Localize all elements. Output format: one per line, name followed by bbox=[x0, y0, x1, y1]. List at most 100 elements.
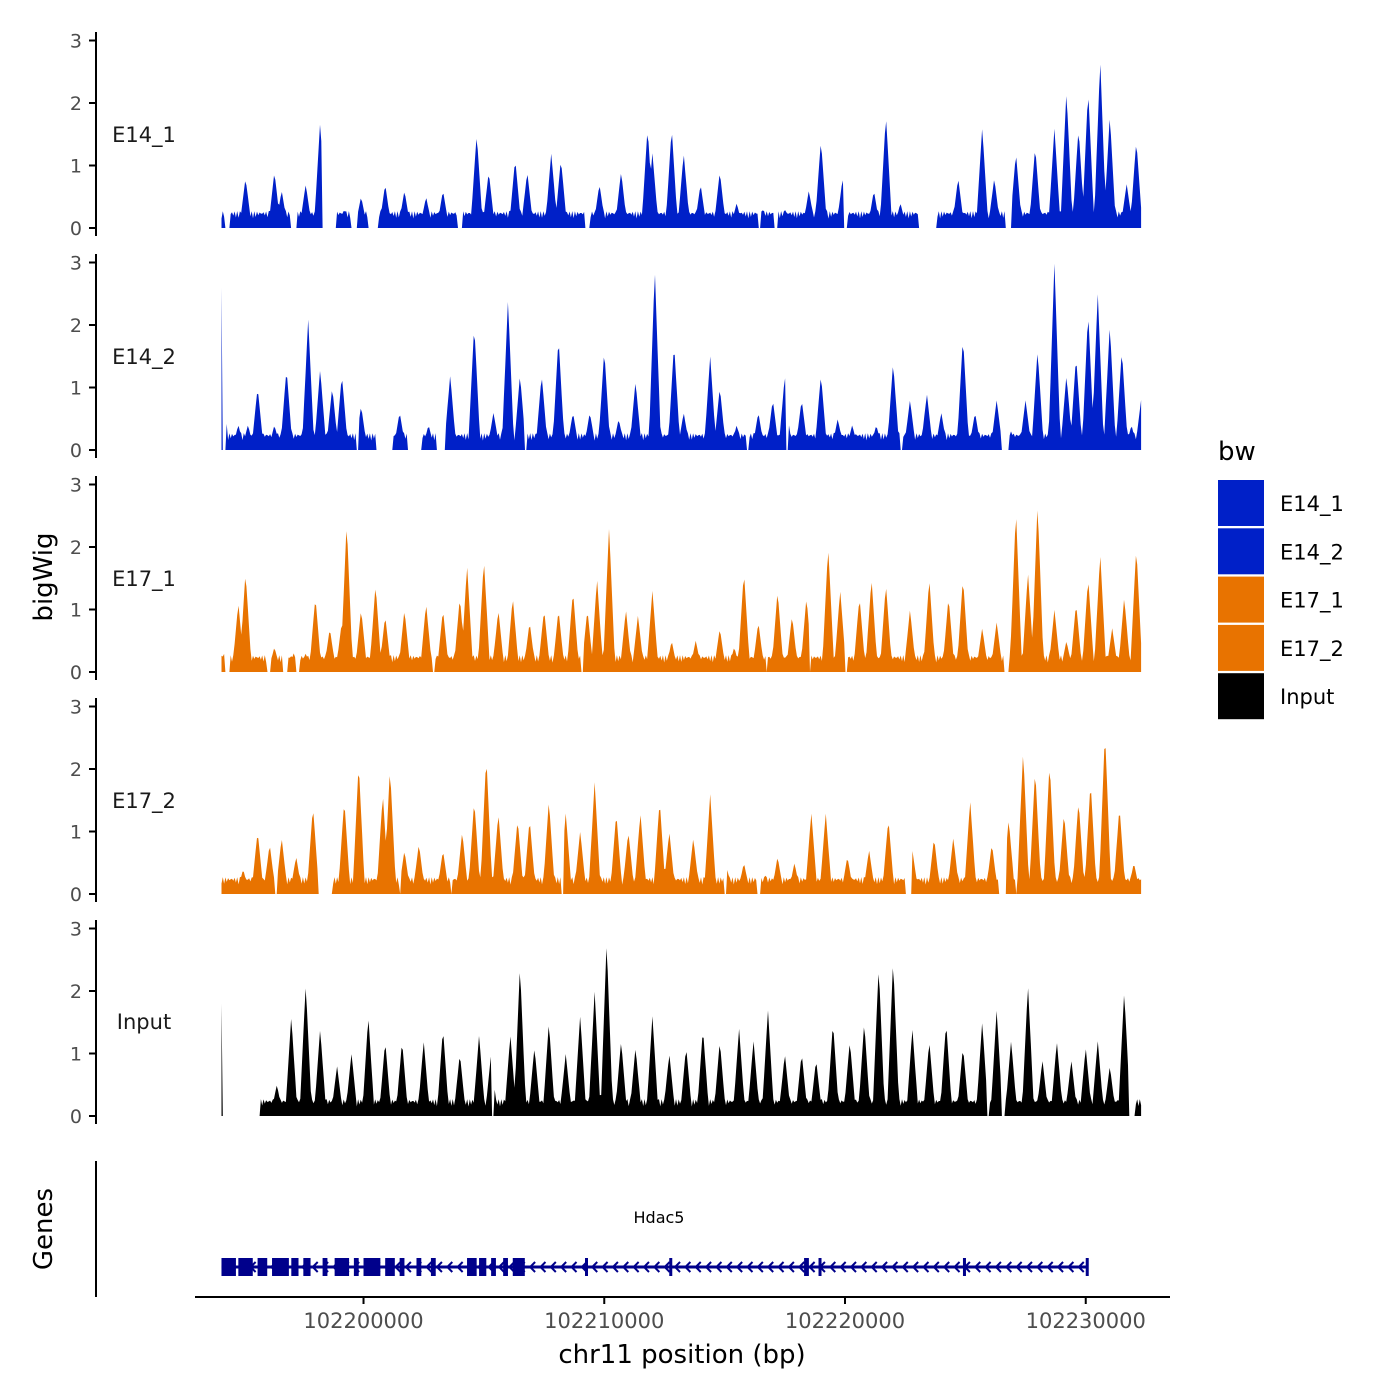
gene-strand-arrow bbox=[632, 1261, 640, 1273]
y-tick-label: 3 bbox=[70, 475, 82, 497]
legend-label-e17-1: E17_1 bbox=[1280, 589, 1344, 614]
y-tick-label: 1 bbox=[70, 1044, 82, 1066]
gene-strand-arrow bbox=[642, 1261, 650, 1273]
gene-strand-arrow bbox=[787, 1261, 795, 1273]
gene-exon bbox=[962, 1258, 966, 1276]
gene-strand-arrow bbox=[735, 1261, 743, 1273]
gene-strand-arrow bbox=[891, 1261, 899, 1273]
gene-strand-arrow bbox=[1056, 1261, 1064, 1273]
y-tick-label: 0 bbox=[70, 218, 82, 240]
series-e14-1 bbox=[221, 64, 1142, 228]
gene-strand-arrow bbox=[901, 1261, 909, 1273]
y-tick-label: 3 bbox=[70, 253, 82, 275]
y-tick-label: 2 bbox=[70, 93, 82, 115]
x-tick-label: 102200000 bbox=[303, 1309, 423, 1333]
x-tick-label: 102230000 bbox=[1026, 1309, 1146, 1333]
gene-exon bbox=[479, 1258, 487, 1276]
legend-key-e14-2 bbox=[1218, 528, 1264, 575]
gene-strand-arrow bbox=[922, 1261, 930, 1273]
x-tick-label: 102220000 bbox=[785, 1309, 905, 1333]
legend-key-e17-1 bbox=[1218, 576, 1264, 623]
gene-exon bbox=[385, 1258, 395, 1276]
y-tick-label: 1 bbox=[70, 156, 82, 178]
gene-exon bbox=[303, 1258, 311, 1276]
gene-strand-arrow bbox=[942, 1261, 950, 1273]
gene-exon bbox=[334, 1258, 350, 1276]
legend-label-e17-2: E17_2 bbox=[1280, 637, 1344, 662]
y-axis-e14-1: 0 1 2 3 bbox=[70, 31, 97, 240]
y-tick-label: 1 bbox=[70, 822, 82, 844]
gene-exon bbox=[221, 1258, 236, 1276]
track-panel-e14-1: 0 1 2 3 E14_1 bbox=[70, 31, 1142, 240]
gene-strand-arrow bbox=[507, 1261, 516, 1273]
gene-strand-arrow bbox=[746, 1261, 754, 1273]
legend-label-input: Input bbox=[1280, 685, 1334, 709]
gene-exon bbox=[257, 1258, 268, 1276]
gene-exon bbox=[238, 1258, 253, 1276]
gene-strand-arrow bbox=[1035, 1261, 1044, 1273]
gene-strand-arrow bbox=[673, 1261, 681, 1273]
gene-strand-arrow bbox=[570, 1261, 578, 1273]
gene-strand-arrow bbox=[1025, 1261, 1033, 1273]
gene-exon bbox=[272, 1258, 289, 1276]
series-input bbox=[221, 948, 1142, 1116]
gene-strand-arrow bbox=[870, 1261, 878, 1273]
gene-exon bbox=[430, 1258, 436, 1276]
track-panel-input: 0 1 2 3 Input bbox=[70, 919, 1142, 1128]
gene-strand-arrow bbox=[994, 1261, 1002, 1273]
y-tick-label: 0 bbox=[70, 440, 82, 462]
gene-strand-arrow bbox=[652, 1261, 661, 1273]
gene-strand-arrow bbox=[445, 1261, 454, 1273]
x-axis-title: chr11 position (bp) bbox=[558, 1340, 805, 1370]
gene-strand-arrow bbox=[766, 1261, 774, 1273]
gene-strand-arrow bbox=[663, 1261, 671, 1273]
gene-strand-arrow bbox=[694, 1261, 702, 1273]
gene-strand-arrow bbox=[704, 1261, 712, 1273]
gene-strand-arrow bbox=[425, 1261, 433, 1273]
gene-strand-arrow bbox=[611, 1261, 619, 1273]
gene-exon bbox=[322, 1258, 328, 1276]
y-tick-label: 0 bbox=[70, 884, 82, 906]
y-tick-label: 0 bbox=[70, 662, 82, 684]
gene-strand-arrow bbox=[849, 1261, 857, 1273]
x-axis: 102200000 102210000 102220000 102230000 chr… bbox=[195, 1296, 1170, 1370]
track-label-e14-2: E14_2 bbox=[112, 345, 176, 370]
gene-strand-arrow bbox=[1077, 1261, 1085, 1273]
gene-strand-arrow bbox=[621, 1261, 629, 1273]
y-tick-label: 2 bbox=[70, 537, 82, 559]
y-axis-e17-2: 0 1 2 3 bbox=[70, 697, 97, 906]
y-tick-label: 2 bbox=[70, 315, 82, 337]
gene-strand-arrow bbox=[1046, 1261, 1054, 1273]
y-tick-label: 1 bbox=[70, 600, 82, 622]
gene-strand-arrow bbox=[528, 1261, 536, 1273]
gene-strand-arrow bbox=[435, 1261, 443, 1273]
gene-exon bbox=[291, 1258, 299, 1276]
y-tick-label: 1 bbox=[70, 378, 82, 400]
gene-exon bbox=[512, 1258, 525, 1276]
gene-strand-arrow bbox=[539, 1261, 547, 1273]
signal-area-e17-1 bbox=[221, 510, 1142, 672]
gene-strand-arrow bbox=[1066, 1261, 1075, 1273]
legend: bw E14_1 E14_2 E17_1 E17_2 Input bbox=[1218, 437, 1344, 720]
gene-strand-arrow bbox=[984, 1261, 992, 1273]
legend-key-input bbox=[1218, 673, 1264, 720]
y-axis-e14-2: 0 1 2 3 bbox=[70, 253, 97, 462]
track-panel-e17-1: 0 1 2 3 E17_1 bbox=[70, 475, 1142, 684]
legend-key-e14-1 bbox=[1218, 480, 1264, 526]
gene-strand-arrow bbox=[973, 1261, 981, 1273]
legend-label-e14-2: E14_2 bbox=[1280, 540, 1344, 565]
gene-strand-arrow bbox=[715, 1261, 723, 1273]
y-axis-input: 0 1 2 3 bbox=[70, 919, 97, 1128]
gene-strand-arrow bbox=[497, 1261, 505, 1273]
signal-area-e14-2 bbox=[221, 263, 1142, 450]
track-label-e17-1: E17_1 bbox=[112, 567, 176, 592]
gene-strand-arrow bbox=[683, 1261, 692, 1273]
gene-exon bbox=[491, 1258, 496, 1276]
legend-label-e14-1: E14_1 bbox=[1280, 492, 1344, 517]
series-e17-1 bbox=[221, 510, 1142, 672]
y-tick-label: 2 bbox=[70, 981, 82, 1003]
signal-area-e14-1 bbox=[221, 64, 1142, 228]
legend-title: bw bbox=[1218, 437, 1256, 467]
gene-strand-arrow bbox=[1004, 1261, 1013, 1273]
